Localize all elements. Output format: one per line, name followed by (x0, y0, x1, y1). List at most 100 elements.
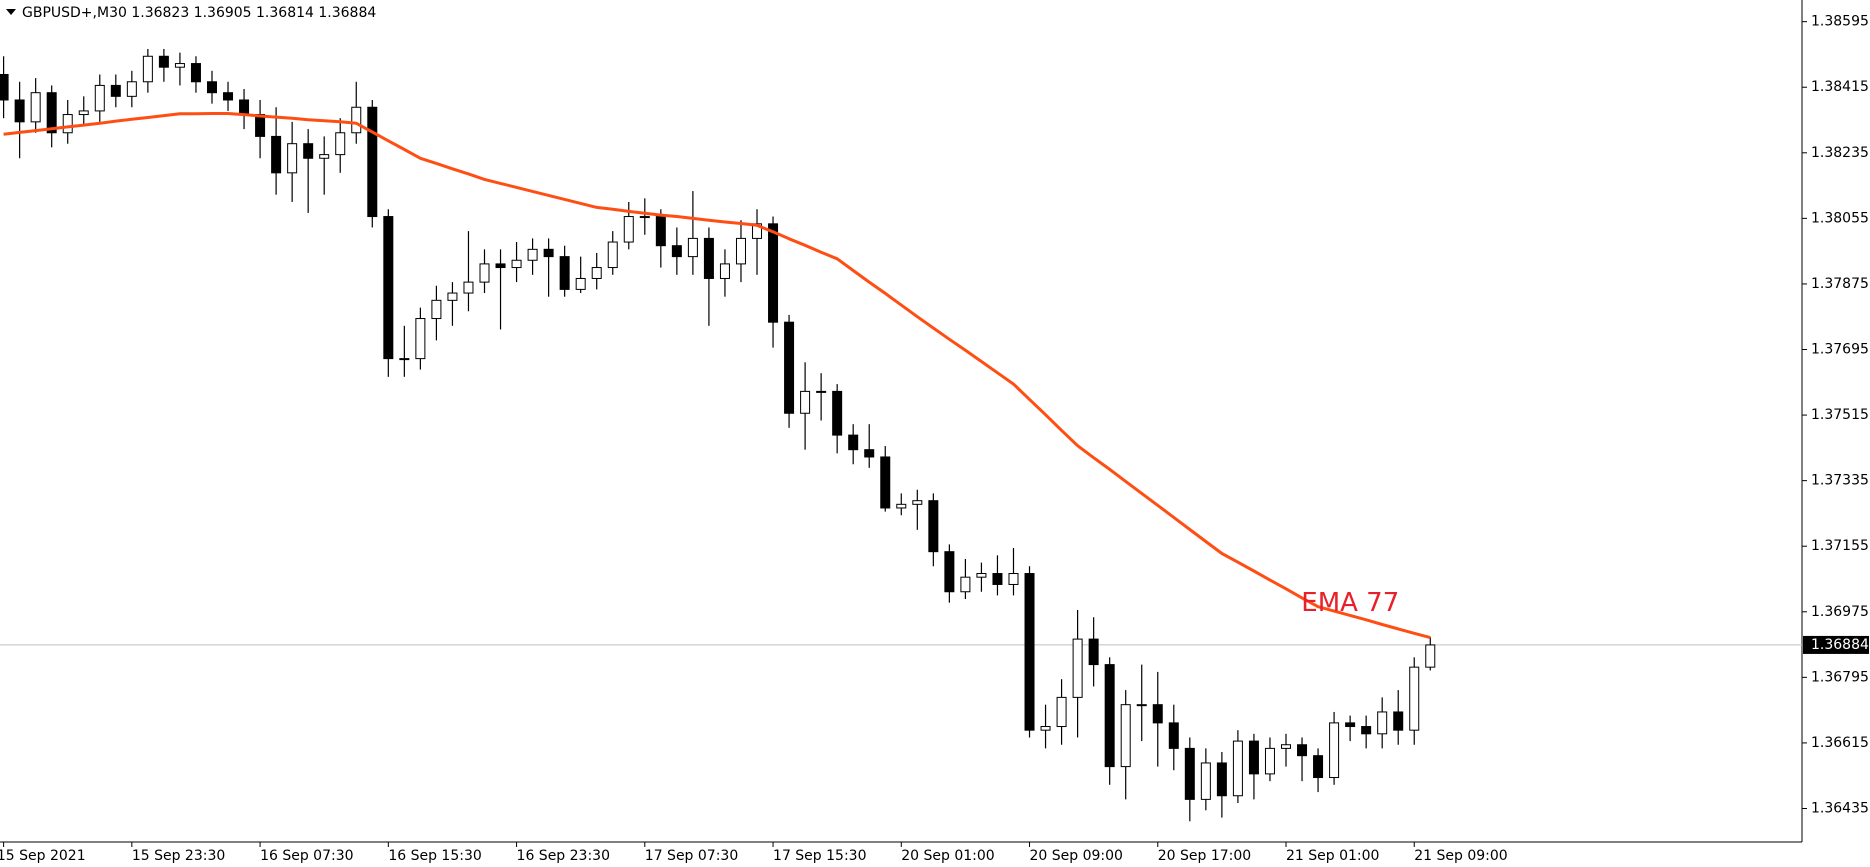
candle-body (1200, 762, 1211, 800)
candle-body (607, 241, 618, 269)
x-tick-label: 17 Sep 07:30 (645, 848, 738, 864)
x-tick-label: 16 Sep 15:30 (388, 848, 481, 864)
x-tick-label: 15 Sep 2021 (0, 848, 86, 864)
candle-body (1377, 711, 1388, 735)
candle-body (1361, 726, 1372, 735)
candle-body (816, 390, 827, 393)
candle-body (255, 114, 266, 137)
candle-body (800, 390, 811, 414)
candle-body (1248, 740, 1259, 775)
y-tick-label: 1.38595 (1811, 14, 1869, 30)
candle-body (832, 390, 843, 436)
candle-body (1184, 747, 1195, 800)
y-tick-label: 1.37155 (1811, 538, 1869, 554)
candle-body (239, 99, 250, 116)
candle-body (479, 263, 490, 283)
y-tick-label: 1.37335 (1811, 473, 1869, 489)
y-tick-label: 1.38415 (1811, 79, 1869, 95)
candle-body (1104, 664, 1115, 768)
candle-body (1120, 704, 1131, 768)
candle-body (1232, 740, 1243, 797)
candle-body (543, 248, 554, 258)
candle-body (735, 237, 746, 265)
candle-body (447, 292, 458, 301)
candle-body (287, 143, 298, 174)
candle-body (142, 55, 153, 83)
candle-body (14, 99, 25, 123)
candle-body (1072, 638, 1083, 698)
candle-body (511, 259, 522, 269)
candle-body (495, 263, 506, 269)
candle-body (1168, 722, 1179, 749)
candle-body (928, 500, 939, 553)
candle-body (944, 551, 955, 593)
ema-annotation: EMA 77 (1301, 588, 1399, 618)
candle-body (1281, 744, 1291, 749)
y-tick-label: 1.38235 (1811, 145, 1869, 161)
candle-body (1216, 762, 1227, 797)
menu-arrow[interactable] (6, 9, 16, 15)
candle-body (1136, 704, 1147, 707)
candle-body (431, 299, 442, 320)
candle-body (864, 449, 875, 458)
candle-body (1088, 638, 1099, 666)
candle-body (623, 216, 634, 243)
x-tick-label: 20 Sep 17:00 (1158, 848, 1251, 864)
x-tick-label: 16 Sep 07:30 (260, 848, 353, 864)
candle-body (62, 114, 73, 134)
candle-body (1393, 711, 1404, 731)
candle-body (415, 318, 426, 360)
candle-body (960, 576, 971, 593)
candle-body (1409, 666, 1420, 731)
candle-body (896, 503, 907, 509)
candle-body (703, 237, 714, 279)
candle-body (30, 92, 41, 123)
candle-body (1264, 747, 1275, 775)
candle-body (639, 216, 650, 219)
candle-body (190, 63, 201, 83)
candle-body (575, 277, 586, 290)
last-price-box (1803, 635, 1869, 654)
y-tick-label: 1.36615 (1811, 735, 1869, 751)
x-tick-label: 21 Sep 01:00 (1286, 848, 1379, 864)
candle-body (206, 81, 217, 94)
candle-body (591, 267, 602, 279)
candle-body (768, 223, 779, 323)
candle-body (335, 132, 346, 156)
candle-body (223, 92, 234, 101)
candle-body (271, 135, 282, 174)
y-tick-label: 1.37875 (1811, 276, 1869, 292)
candle-body (1345, 722, 1356, 728)
x-tick-label: 20 Sep 01:00 (901, 848, 994, 864)
candle-body (1152, 704, 1163, 724)
candle-body (174, 63, 185, 68)
x-tick-label: 20 Sep 09:00 (1030, 848, 1123, 864)
candle-body (848, 434, 859, 451)
x-tick-label: 16 Sep 23:30 (517, 848, 610, 864)
candle-body (559, 256, 570, 290)
candle-body (671, 245, 682, 258)
y-tick-label: 1.37695 (1811, 342, 1869, 358)
x-tick-label: 21 Sep 09:00 (1414, 848, 1507, 864)
candle-body (687, 237, 698, 258)
candle-body (110, 84, 121, 97)
y-tick-label: 1.37515 (1811, 407, 1869, 423)
candle-body (78, 110, 89, 116)
candle-body (1056, 696, 1067, 728)
candle-body (0, 73, 9, 101)
candle-body (1313, 755, 1324, 779)
candle-body (880, 456, 891, 509)
candle-body (463, 281, 474, 294)
y-tick-label: 1.36435 (1811, 800, 1869, 816)
candle-body (94, 84, 105, 112)
candle-body (1040, 726, 1051, 731)
candle-body (158, 55, 169, 68)
ema-line (3, 112, 1431, 640)
candle-body (46, 92, 57, 134)
candle-body (976, 573, 987, 578)
candle-body (1425, 644, 1436, 668)
candle-body (319, 154, 330, 159)
candle-body (784, 321, 795, 414)
